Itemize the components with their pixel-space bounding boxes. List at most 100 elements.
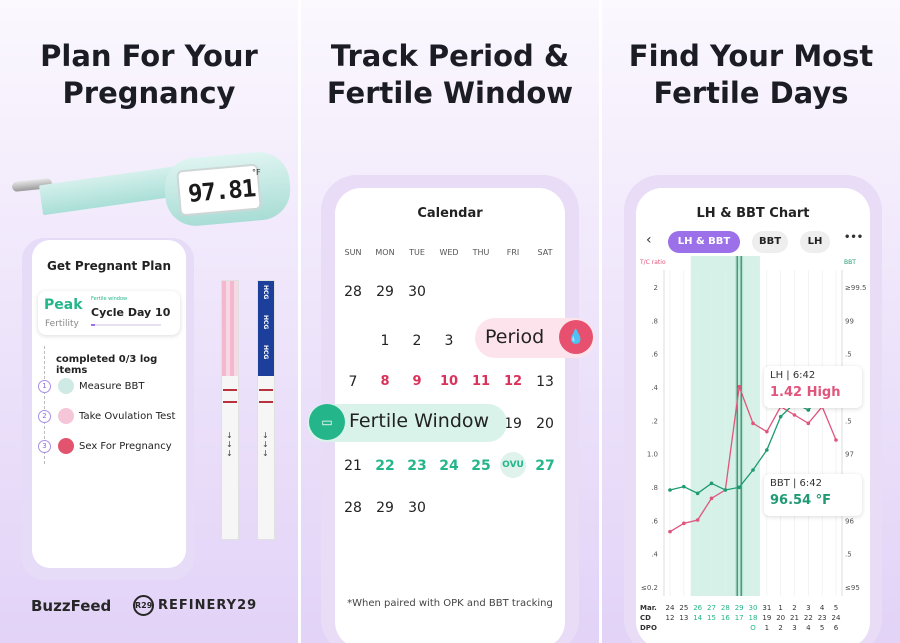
tab-lh-bbt[interactable]: LH & BBT: [668, 231, 740, 253]
weekday-tue: TUE: [409, 248, 425, 257]
bbt-point: [695, 491, 700, 496]
headline-chart: Find Your Most Fertile Days: [602, 38, 900, 112]
strip-blue-handle: HCG HCG HCG: [258, 281, 274, 376]
calendar-day[interactable]: 11: [471, 374, 491, 389]
x-tick-label: 3: [806, 604, 810, 612]
calendar-day[interactable]: 22: [375, 458, 395, 474]
step-sex-for-pregnancy[interactable]: 3 Sex For Pregnancy: [38, 437, 188, 457]
calendar-day[interactable]: 8: [380, 374, 390, 389]
x-tick-label: 31: [762, 604, 771, 612]
x-tick-label: 28: [721, 604, 730, 612]
step-measure-bbt[interactable]: 1 Measure BBT: [38, 377, 188, 397]
calendar-day[interactable]: 27: [535, 458, 555, 474]
calendar-day[interactable]: 29: [376, 284, 394, 300]
calendar-day[interactable]: 28: [344, 500, 362, 516]
calendar-day[interactable]: 20: [536, 416, 554, 432]
headline-plan: Plan For Your Pregnancy: [0, 38, 298, 112]
lh-point: [695, 518, 700, 522]
calendar-day[interactable]: 7: [348, 374, 358, 390]
x-tick-label: 29: [735, 604, 744, 612]
right-tick-label: 96: [845, 517, 854, 525]
ovulation-day[interactable]: OVU: [500, 452, 526, 478]
fertile-window-label: Fertile Window: [349, 410, 490, 432]
left-tick-label: .6: [651, 517, 658, 525]
lh-callout-time: LH | 6:42: [770, 370, 816, 381]
calendar-day[interactable]: 9: [412, 374, 422, 389]
calendar-day[interactable]: 25: [471, 458, 491, 474]
calendar-day[interactable]: 3: [444, 333, 454, 349]
x-tick-label: 4: [820, 604, 825, 612]
step-label: Measure BBT: [79, 381, 145, 392]
step-ovulation-test[interactable]: 2 Take Ovulation Test: [38, 407, 188, 427]
x-tick-label: 18: [749, 614, 758, 622]
step-label: Take Ovulation Test: [79, 411, 176, 422]
period-drop-icon: 💧: [559, 320, 593, 354]
calendar-day[interactable]: 21: [344, 458, 362, 474]
heart-icon: [58, 438, 74, 454]
left-tick-label: .8: [651, 317, 658, 325]
calendar-day[interactable]: 19: [504, 416, 522, 432]
cycle-day: Cycle Day 10: [91, 306, 171, 319]
completed-count: completed 0/3 log items: [56, 354, 158, 376]
x-tick-label: 12: [666, 614, 675, 622]
headline-line2: Pregnancy: [62, 76, 236, 110]
bbt-point: [751, 468, 755, 472]
refinery29-logo: REFINERY29: [158, 598, 258, 613]
lh-point: [806, 421, 811, 426]
tab-bbt[interactable]: BBT: [752, 231, 788, 253]
left-tick-label: .8: [651, 484, 658, 492]
x-tick-label: 16: [721, 614, 730, 622]
panel-calendar: Track Period & Fertile Window Calendar *…: [301, 0, 599, 643]
headline-line1: Plan For Your: [40, 39, 258, 73]
calendar-day[interactable]: 1: [380, 333, 390, 349]
step-number: 3: [38, 440, 51, 453]
lh-point: [682, 521, 686, 526]
calendar-day[interactable]: 24: [439, 458, 459, 474]
panel-chart: Find Your Most Fertile Days LH & BBT Cha…: [602, 0, 900, 643]
thermometer-reading: 97.81: [186, 174, 257, 208]
weekday-wed: WED: [439, 248, 459, 257]
left-tick-label: ≤0.2: [641, 584, 658, 592]
phase-label: Peak: [44, 297, 83, 313]
x-tick-label: 30: [749, 604, 758, 612]
left-tick-label: .2: [651, 417, 658, 425]
back-chevron-icon[interactable]: ‹: [646, 232, 652, 248]
tab-lh[interactable]: LH: [800, 231, 830, 253]
plan-card: Get Pregnant Plan Peak Fertility Fertile…: [32, 240, 186, 568]
right-tick-label: ≥99.5: [845, 284, 866, 292]
step-label: Sex For Pregnancy: [79, 441, 172, 452]
chart-title: LH & BBT Chart: [696, 206, 810, 221]
x-tick-label: 21: [790, 614, 799, 622]
test-strip-icon: [58, 408, 74, 424]
calendar-day[interactable]: 23: [407, 458, 427, 474]
panel-plan: Plan For Your Pregnancy 97.81 °F Get Pre…: [0, 0, 298, 643]
calendar-day[interactable]: 29: [376, 500, 394, 516]
lh-bbt-chart: T/C ratio BBT 2 .8 .6 .4 .2 1.0 .8 .6 .4 ≤0.2 ≥99.5 9…: [639, 256, 866, 632]
ovulation-test-strip: ↓ ↓ ↓: [221, 280, 239, 540]
x-tick-label: 13: [679, 614, 688, 622]
calendar-day[interactable]: 28: [344, 284, 362, 300]
step-number: 2: [38, 410, 51, 423]
left-tick-label: .4: [651, 384, 658, 392]
arrow-down-icon: ↓ ↓ ↓: [226, 431, 233, 458]
chart-screen: LH & BBT Chart ‹ LH & BBT BBT LH ••• T/C…: [636, 188, 870, 643]
calendar-day[interactable]: 30: [408, 500, 426, 516]
lh-point: [834, 438, 838, 442]
calendar-day[interactable]: 13: [536, 374, 554, 390]
strip-control-line: [223, 389, 237, 391]
more-options-icon[interactable]: •••: [844, 232, 864, 243]
fertility-status-box[interactable]: Peak Fertility Fertile window Cycle Day …: [38, 291, 180, 335]
strip-test-line: [223, 401, 237, 403]
calendar-day[interactable]: 30: [408, 284, 426, 300]
calendar-day[interactable]: 10: [439, 374, 459, 389]
strip-control-line: [259, 389, 273, 391]
weekday-fri: FRI: [506, 248, 520, 257]
x-tick-label: 1: [778, 604, 782, 612]
x-tick-label: 14: [693, 614, 702, 622]
window-label: Fertile window: [91, 296, 128, 302]
x-tick-label: 3: [792, 624, 796, 632]
bbt-point: [806, 408, 811, 412]
calendar-day[interactable]: 2: [412, 333, 422, 349]
calendar-day[interactable]: 12: [503, 374, 523, 389]
bbt-point: [709, 481, 714, 486]
